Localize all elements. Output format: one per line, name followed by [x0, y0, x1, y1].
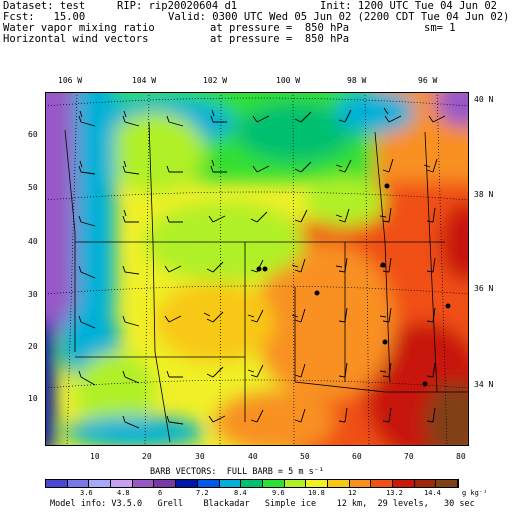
x-tick-label: 10	[90, 452, 100, 461]
graticule	[45, 92, 469, 446]
lon-label: 98 W	[347, 76, 367, 85]
colorbar-swatch	[371, 480, 393, 487]
x-tick-label: 50	[300, 452, 310, 461]
lon-label: 106 W	[58, 76, 83, 85]
colorbar-swatch	[176, 480, 198, 487]
lon-label: 102 W	[203, 76, 228, 85]
y-tick-label: 10	[28, 394, 38, 403]
colorbar-swatch	[327, 480, 350, 487]
colorbar	[45, 479, 459, 488]
lat-label: 36 N	[474, 284, 494, 293]
x-tick-label: 40	[248, 452, 258, 461]
moisture-map	[45, 92, 469, 446]
dataset-label: Dataset: test	[3, 0, 86, 12]
colorbar-label: 4.8	[117, 489, 130, 497]
colorbar-swatch	[349, 480, 372, 487]
rip-label: RIP: rip20020604 d1	[117, 0, 238, 12]
lon-label: 104 W	[132, 76, 157, 85]
colorbar-swatch	[197, 480, 220, 487]
colorbar-swatch	[436, 480, 459, 487]
colorbar-label: 10.8	[308, 489, 325, 497]
x-tick-label: 70	[404, 452, 414, 461]
field-pressure-moisture: at pressure = 850 hPa	[210, 22, 350, 34]
colorbar-swatch	[414, 480, 437, 487]
field-title-wind: Horizontal wind vectors	[3, 33, 149, 45]
colorbar-swatch	[241, 480, 263, 487]
state-boundaries	[64, 121, 469, 443]
model-info: Model info: V3.5.0 Grell Blackadar Simpl…	[50, 499, 475, 509]
x-tick-label: 80	[456, 452, 466, 461]
colorbar-swatch	[89, 480, 112, 487]
lat-label: 38 N	[474, 190, 494, 199]
colorbar-swatch	[306, 480, 328, 487]
valid-time: Valid: 0300 UTC Wed 05 Jun 02 (2200 CDT …	[168, 11, 510, 23]
forecast-hour: Fcst: 15.00	[3, 11, 86, 23]
colorbar-swatch	[262, 480, 285, 487]
colorbar-label: 3.6	[80, 489, 93, 497]
colorbar-swatch	[111, 480, 133, 487]
x-tick-label: 20	[142, 452, 152, 461]
lon-label: 100 W	[276, 76, 301, 85]
y-tick-label: 40	[28, 237, 38, 246]
station-markers	[256, 183, 451, 387]
smoothing-label: sm= 1	[424, 22, 456, 34]
colorbar-swatch	[132, 480, 155, 487]
y-tick-label: 50	[28, 183, 38, 192]
colorbar-label: 7.2	[196, 489, 209, 497]
colorbar-swatch	[154, 480, 177, 487]
lon-label: 96 W	[418, 76, 438, 85]
colorbar-label: 14.4	[424, 489, 441, 497]
lat-label: 40 N	[474, 95, 494, 104]
map-frame	[45, 92, 469, 446]
x-tick-label: 30	[195, 452, 205, 461]
colorbar-swatch	[393, 480, 415, 487]
y-tick-label: 30	[28, 290, 38, 299]
field-title-moisture: Water vapor mixing ratio	[3, 22, 155, 34]
colorbar-label: 13.2	[386, 489, 403, 497]
colorbar-swatch	[284, 480, 307, 487]
y-tick-label: 60	[28, 130, 38, 139]
colorbar-label: 12	[348, 489, 357, 497]
colorbar-swatch	[219, 480, 242, 487]
colorbar-swatch	[46, 480, 68, 487]
colorbar-title: BARB VECTORS: FULL BARB = 5 m s⁻¹	[150, 467, 324, 477]
x-tick-label: 60	[352, 452, 362, 461]
colorbar-label: 8.4	[234, 489, 247, 497]
colorbar-swatch	[67, 480, 90, 487]
field-pressure-wind: at pressure = 850 hPa	[210, 33, 350, 45]
colorbar-units: g kg⁻¹	[462, 489, 488, 497]
init-time: Init: 1200 UTC Tue 04 Jun 02	[320, 0, 498, 12]
colorbar-label: 9.6	[272, 489, 285, 497]
lat-label: 34 N	[474, 380, 494, 389]
colorbar-label: 6	[158, 489, 163, 497]
moisture-field	[45, 92, 469, 446]
y-tick-label: 20	[28, 342, 38, 351]
